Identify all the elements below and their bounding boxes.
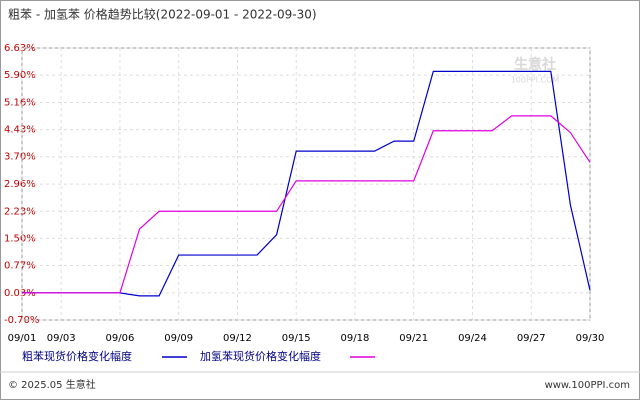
y-tick-label: 0.77% — [4, 260, 36, 271]
y-tick-label: -0.70% — [4, 315, 39, 326]
x-tick-label: 09/01 — [8, 333, 37, 344]
y-tick-label: 2.23% — [4, 206, 36, 217]
x-tick-label: 09/15 — [282, 333, 311, 344]
y-tick-label: 1.50% — [4, 233, 36, 244]
series-line — [22, 115, 591, 294]
watermark: 生意社 — [514, 56, 556, 73]
x-tick-label: 09/18 — [341, 333, 370, 344]
x-tick-label: 09/24 — [458, 333, 487, 344]
y-tick-label: 5.16% — [4, 98, 36, 109]
y-tick-label: 3.70% — [4, 152, 36, 163]
legend-label: 加氢苯现货价格变化幅度 — [200, 349, 321, 363]
y-tick-label: 0.03% — [4, 288, 36, 299]
watermark-sub: 100PPI.COM — [511, 76, 560, 85]
x-tick-label: 09/09 — [164, 333, 193, 344]
legend-label: 粗苯现货价格变化幅度 — [22, 349, 132, 363]
y-tick-label: 2.96% — [4, 179, 36, 190]
y-tick-label: 6.63% — [4, 43, 36, 54]
x-tick-label: 09/12 — [223, 333, 252, 344]
footer-left: © 2025.05 生意社 — [8, 378, 96, 391]
x-tick-label: 09/21 — [399, 333, 428, 344]
y-tick-label: 5.90% — [4, 70, 36, 81]
x-tick-label: 09/30 — [576, 333, 605, 344]
x-tick-label: 09/27 — [517, 333, 546, 344]
x-tick-label: 09/03 — [47, 333, 76, 344]
footer-right: www.100PPI.com — [545, 380, 630, 391]
x-tick-label: 09/06 — [106, 333, 135, 344]
chart-title: 粗苯 - 加氢苯 价格趋势比较(2022-09-01 - 2022-09-30) — [8, 7, 317, 22]
y-tick-label: 4.43% — [4, 125, 36, 136]
